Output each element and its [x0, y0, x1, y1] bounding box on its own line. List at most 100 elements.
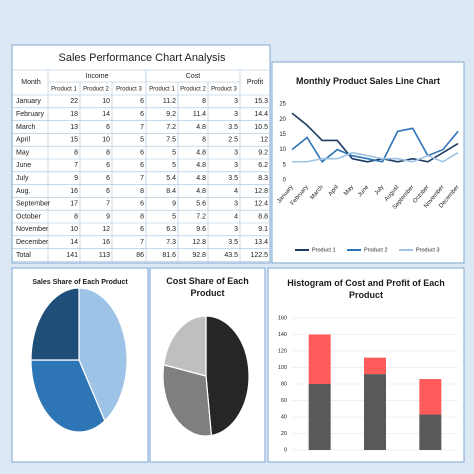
cell: 12 [102, 226, 110, 233]
cell: 15 [70, 137, 78, 144]
cell: 5 [140, 137, 144, 144]
cell: 12.8 [192, 239, 206, 246]
subheader: Product 3 [116, 87, 142, 93]
subheader: Product 1 [51, 87, 77, 93]
cell: 15.3 [254, 98, 268, 105]
cell: 6 [140, 98, 144, 105]
cell: 16 [102, 239, 110, 246]
cell: 8 [140, 188, 144, 195]
legend-label: Product 2 [364, 247, 388, 253]
y-tick-label: 140 [278, 332, 287, 338]
cell: 12.8 [254, 188, 268, 195]
row-label: Total [16, 252, 31, 259]
row-label: April [16, 137, 30, 144]
y-tick-label: 40 [281, 414, 287, 420]
cell: 11.4 [193, 111, 206, 118]
cell: 2.5 [228, 137, 238, 144]
legend-label: Product 3 [416, 247, 440, 253]
row-label: June [16, 162, 31, 169]
cell: 141 [66, 252, 78, 259]
cell: 3.5 [228, 175, 238, 182]
cell: 13.4 [254, 239, 268, 246]
cell: 22 [70, 98, 78, 105]
y-tick-label: 160 [278, 315, 287, 321]
row-label: Aug. [16, 188, 30, 195]
cell: 7 [74, 162, 78, 169]
subheader: Product 1 [149, 87, 175, 93]
cell: 5 [172, 213, 176, 220]
cell: 10.5 [254, 124, 268, 131]
cell: 3 [234, 226, 238, 233]
cell: 3.5 [228, 124, 238, 131]
y-tick-label: 100 [278, 365, 287, 371]
cell: 8.4 [166, 188, 176, 195]
cell: 5 [172, 162, 176, 169]
cell: 4.8 [196, 162, 206, 169]
cell: 4.8 [196, 149, 206, 156]
y-tick-label: 20 [279, 117, 286, 123]
bar [364, 374, 386, 450]
bar [419, 379, 442, 415]
cell: 122.5 [250, 252, 268, 259]
row-label: November [16, 226, 49, 233]
cell: 9 [172, 201, 176, 208]
cell: 5 [172, 149, 176, 156]
cell: 6.3 [166, 226, 176, 233]
chart-title: Cost Share of Each Product [166, 276, 249, 298]
cell: 3 [234, 162, 238, 169]
cell: 92.8 [192, 252, 206, 259]
cell: 8 [202, 137, 206, 144]
cell: 8.8 [258, 213, 268, 220]
cell: 6 [106, 188, 110, 195]
pie-slice [205, 315, 250, 437]
cell: 10 [70, 226, 78, 233]
cell: 81.6 [162, 252, 176, 259]
chart-title: Monthly Product Sales Line Chart [295, 76, 441, 86]
y-tick-label: 60 [281, 398, 287, 404]
cell: 4.8 [196, 124, 206, 131]
cell: 14.4 [254, 111, 268, 118]
cell: 6 [106, 162, 110, 169]
cell: 6 [140, 149, 144, 156]
cell: 4.8 [196, 175, 206, 182]
cell: 4.8 [196, 188, 206, 195]
cell: 8 [74, 213, 78, 220]
cell: 3 [234, 201, 238, 208]
cell: 16 [70, 188, 78, 195]
pie-slice [162, 364, 213, 437]
cell: 18 [70, 111, 78, 118]
cell: 8 [140, 213, 144, 220]
pie-slice [30, 287, 80, 361]
y-tick-label: 120 [278, 348, 287, 354]
cell: 113 [99, 252, 110, 259]
cell: 4 [234, 213, 238, 220]
cell: 14 [102, 111, 110, 118]
header: Cost [186, 73, 200, 80]
x-tick-label: July [374, 184, 385, 196]
header: Profit [247, 79, 263, 86]
cell: 9 [74, 175, 78, 182]
cell: 7 [106, 201, 110, 208]
cell: 86 [136, 252, 144, 259]
subheader: Product 3 [211, 87, 237, 93]
cell: 17 [70, 201, 78, 208]
cell: 9.6 [196, 226, 206, 233]
bar [308, 334, 331, 384]
cell: 6.2 [258, 162, 268, 169]
pie-slice [30, 359, 106, 433]
cell: 7.3 [166, 239, 176, 246]
cell: 12.4 [254, 201, 268, 208]
cell: 3 [234, 149, 238, 156]
y-tick-label: 10 [279, 147, 286, 153]
legend-label: Product 1 [312, 247, 336, 253]
cell: 7.5 [166, 137, 176, 144]
bar [364, 357, 386, 375]
table-title: Sales Performance Chart Analysis [59, 52, 226, 64]
cell: 7 [140, 175, 144, 182]
row-label: October [16, 213, 42, 220]
header: Month [21, 79, 41, 86]
cell: 43.5 [224, 252, 238, 259]
cell: 6 [106, 124, 110, 131]
cell: 3 [234, 111, 238, 118]
